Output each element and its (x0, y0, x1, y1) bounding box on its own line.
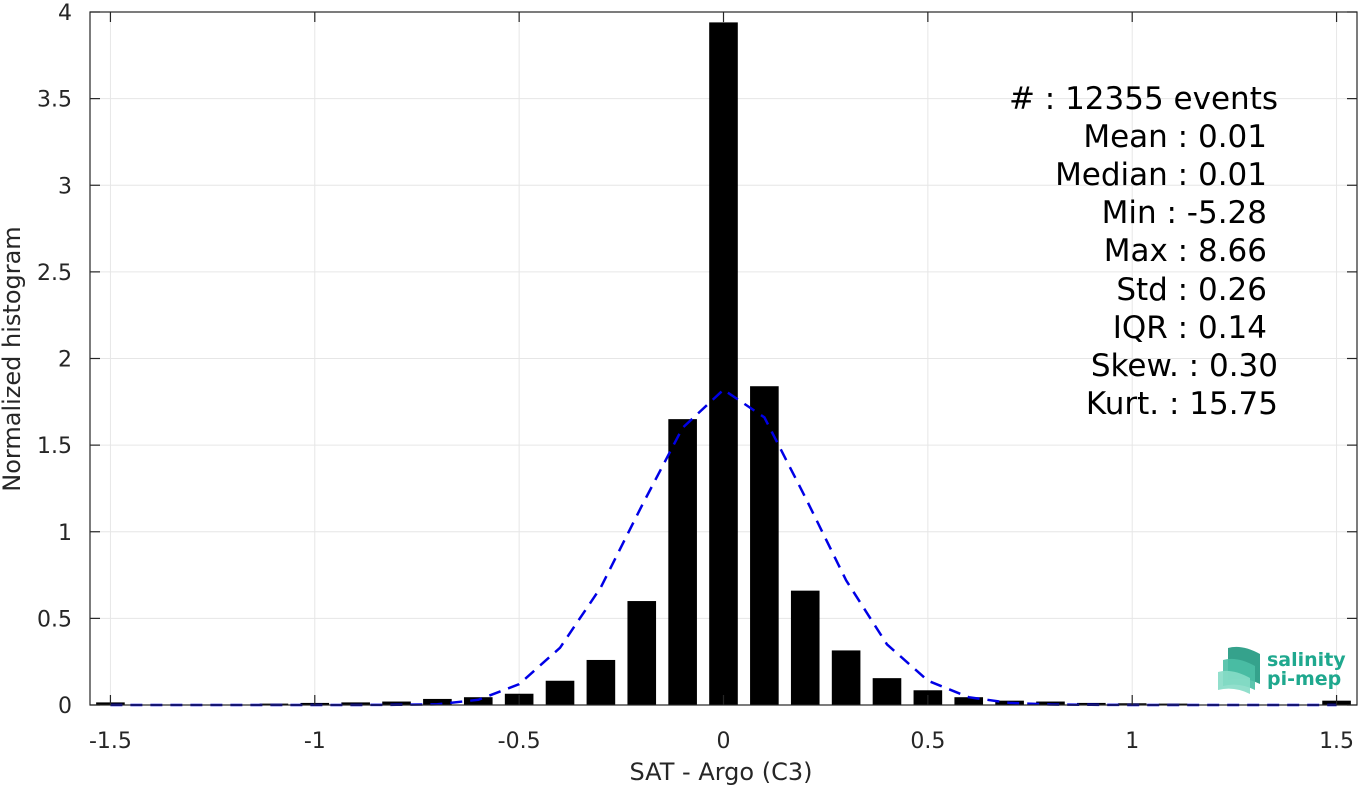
stats-iqr: IQR : 0.14 (1113, 310, 1267, 346)
stats-mean: Mean : 0.01 (1083, 119, 1267, 155)
histogram-bar-6 (463, 697, 493, 705)
wave-icon (1218, 646, 1260, 694)
stats-kurt: Kurt. : 15.75 (1086, 386, 1278, 422)
histogram-bar-16 (872, 678, 902, 705)
tick-labels: -1.5 -1 -0.5 0 0.5 1 1.5 0 0.5 1 1.5 2 2.5 3 3.5 4 (37, 1, 1354, 754)
histogram-bar-14 (790, 590, 820, 705)
histogram-bar-4 (382, 701, 411, 705)
x-tick-label-3: 0 (717, 729, 731, 754)
histogram-bar-11 (668, 419, 697, 705)
histogram-bars (96, 22, 1351, 705)
x-tick-label-6: 1.5 (1319, 729, 1354, 754)
histogram-bar-12 (709, 22, 738, 705)
stats-events: # : 12355 events (1009, 81, 1278, 117)
salinity-pi-mep-logo: salinity pi-mep (1218, 646, 1346, 694)
y-tick-label-4: 2 (58, 348, 72, 373)
stats-std: Std : 0.26 (1116, 272, 1267, 308)
y-tick-label-8: 4 (58, 1, 72, 26)
x-tick-label-5: 1 (1125, 729, 1139, 754)
stats-max: Max : 8.66 (1104, 233, 1267, 269)
histogram-bar-10 (627, 601, 657, 705)
y-tick-label-2: 1 (58, 521, 72, 546)
y-axis-label: Normalized histogram (0, 226, 26, 491)
y-tick-label-1: 0.5 (37, 607, 72, 632)
x-tick-label-0: -1.5 (89, 729, 132, 754)
logo-text-salinity: salinity (1267, 649, 1346, 671)
histogram-bar-8 (545, 680, 575, 705)
plot-axes-box (89, 11, 1358, 706)
y-tick-label-6: 3 (58, 174, 72, 199)
x-axis-label: SAT - Argo (C3) (630, 758, 813, 786)
histogram-bar-5 (423, 698, 452, 705)
histogram-bar-13 (750, 386, 779, 705)
histogram-bar-3 (341, 702, 370, 705)
stats-skew: Skew. : 0.30 (1091, 348, 1278, 384)
x-tick-label-1: -1 (304, 729, 326, 754)
logo-text-pimep: pi-mep (1267, 668, 1341, 690)
stats-median: Median : 0.01 (1055, 157, 1267, 193)
statistics-box: # : 12355 events Mean : 0.01 Median : 0.… (1009, 81, 1278, 422)
x-tick-label-2: -0.5 (498, 729, 541, 754)
y-tick-label-0: 0 (58, 694, 72, 719)
x-tick-label-4: 0.5 (910, 729, 945, 754)
histogram-bar-15 (831, 650, 861, 705)
histogram-bar-18 (954, 697, 984, 705)
stats-min: Min : -5.28 (1102, 195, 1267, 231)
y-tick-label-7: 3.5 (37, 88, 72, 113)
histogram-bar-9 (586, 659, 616, 705)
y-tick-label-5: 2.5 (37, 261, 72, 286)
y-tick-label-3: 1.5 (37, 434, 72, 459)
